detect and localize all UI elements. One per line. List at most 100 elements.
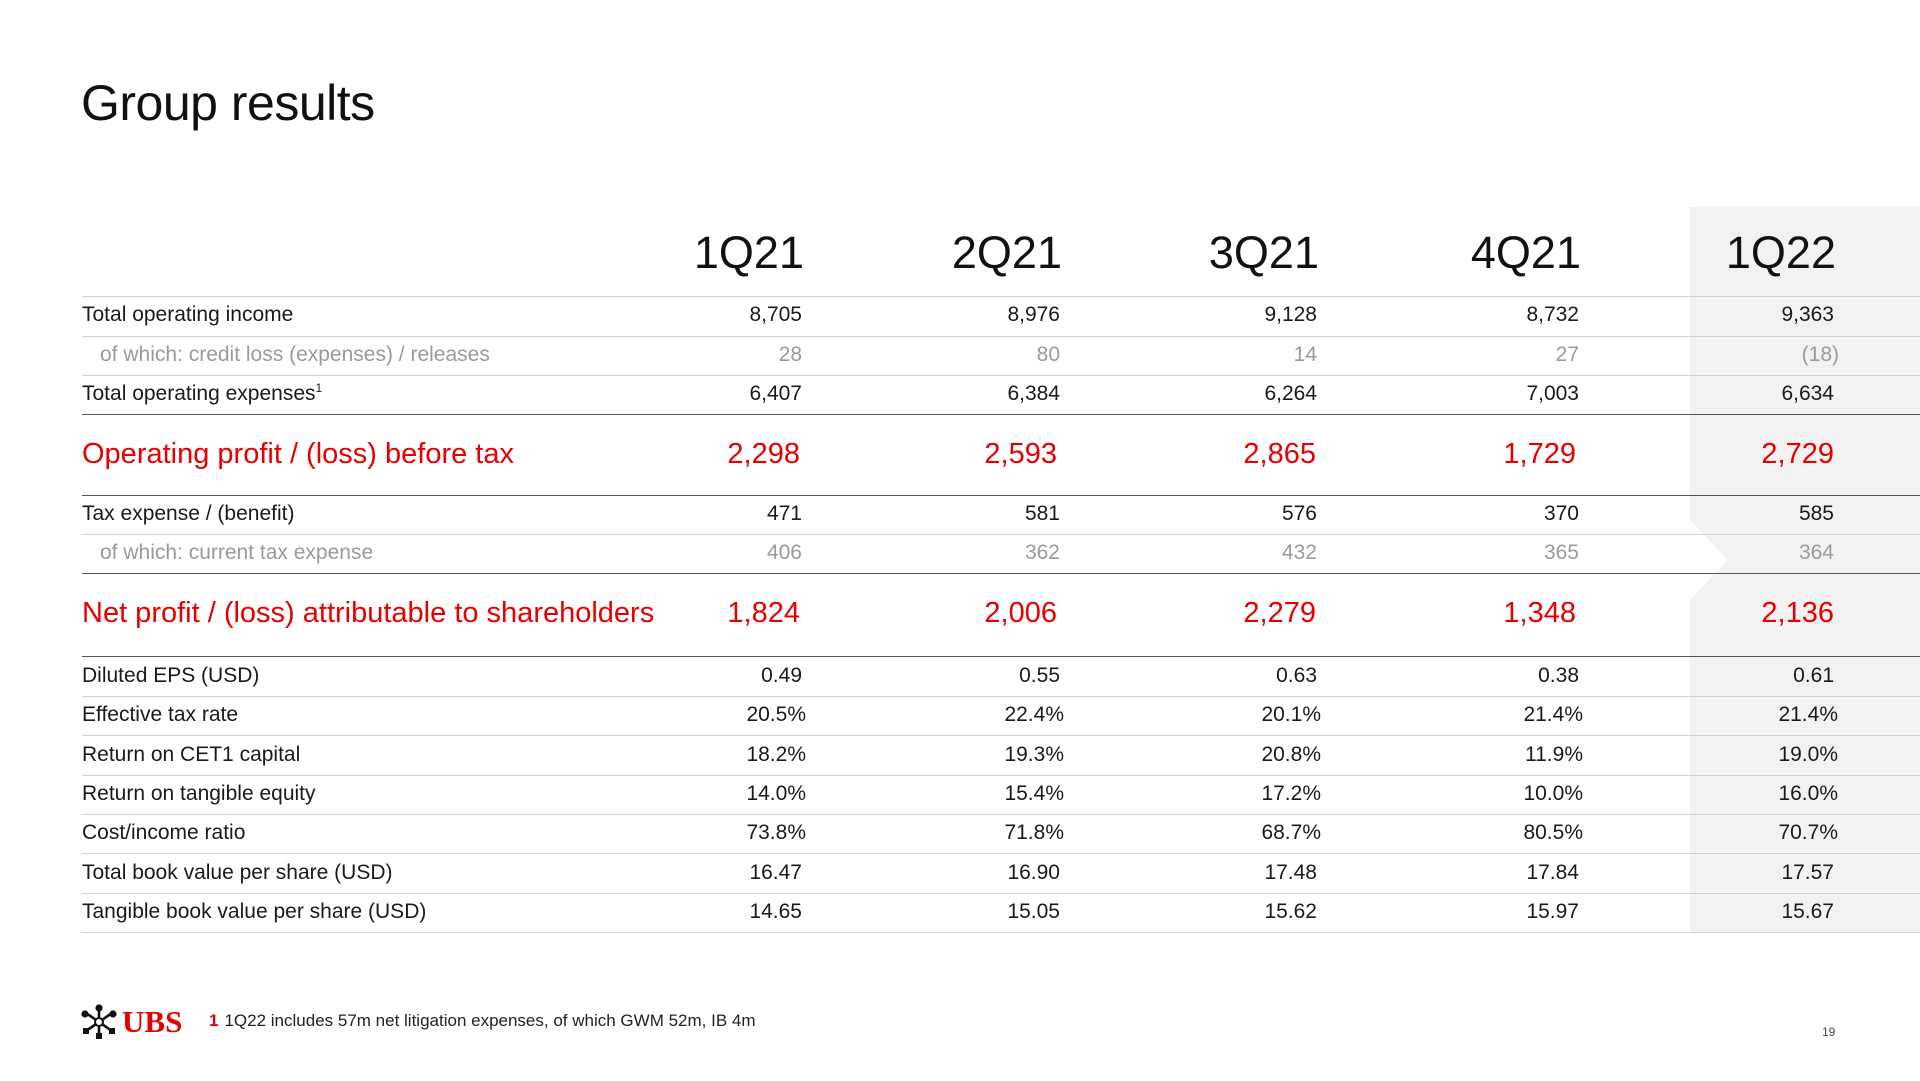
cell-value: 1,348 — [1503, 597, 1576, 629]
cell-value: 28 — [778, 343, 802, 366]
cell-value: 7,003 — [1526, 382, 1579, 405]
cell-value: 362 — [1024, 541, 1060, 564]
cell-value: 0.38 — [1538, 664, 1579, 687]
row-rule — [82, 814, 1920, 815]
cell-value: 70.7% — [1778, 821, 1838, 844]
cell-value: 20.1% — [1261, 703, 1321, 726]
cell-value: 17.48 — [1264, 861, 1317, 884]
cell-value: 21.4% — [1523, 703, 1583, 726]
cell-value: 80 — [1036, 343, 1060, 366]
cell-value: 16.0% — [1778, 782, 1838, 805]
cell-value: 2,593 — [984, 438, 1057, 470]
row-rule — [82, 375, 1920, 376]
cell-value: 6,634 — [1781, 382, 1834, 405]
column-header-2q21: 2Q21 — [951, 227, 1062, 278]
page-number: 19 — [1822, 1025, 1836, 1039]
row-rule — [82, 735, 1920, 736]
footnote-marker: 1 — [315, 381, 323, 395]
cell-value: 19.0% — [1778, 743, 1838, 766]
row-label: Total operating expenses1 — [82, 382, 322, 406]
cell-value: 2,729 — [1761, 438, 1834, 470]
cell-value: 0.63 — [1276, 664, 1317, 687]
column-header-3q21: 3Q21 — [1208, 227, 1319, 278]
cell-value: 8,705 — [749, 303, 802, 326]
row-label: of which: current tax expense — [100, 541, 374, 564]
cell-value: 576 — [1281, 502, 1317, 525]
cell-value: 17.57 — [1781, 861, 1834, 884]
column-header-4q21: 4Q21 — [1470, 227, 1581, 278]
row-rule — [82, 853, 1920, 854]
cell-value: 9,128 — [1264, 303, 1317, 326]
cell-value: 8,732 — [1526, 303, 1579, 326]
cell-value: 6,264 — [1264, 382, 1317, 405]
footnote-text: 1Q22 includes 57m net litigation expense… — [224, 1011, 756, 1030]
section-rule — [82, 495, 1920, 496]
row-label: Operating profit / (loss) before tax — [82, 438, 514, 470]
cell-value: 0.49 — [761, 664, 802, 687]
cell-value: 14.65 — [749, 900, 802, 923]
cell-value: 6,384 — [1007, 382, 1060, 405]
page-title: Group results — [81, 75, 375, 131]
row-rule — [82, 775, 1920, 776]
cell-value: 364 — [1798, 541, 1834, 564]
row-label: Total book value per share (USD) — [82, 861, 393, 884]
cell-value: 15.62 — [1264, 900, 1317, 923]
cell-value: 20.8% — [1261, 743, 1321, 766]
row-label: of which: credit loss (expenses) / relea… — [100, 343, 490, 366]
cell-value: 6,407 — [749, 382, 802, 405]
cell-value: 11.9% — [1525, 743, 1583, 766]
footnote: 1 1Q22 includes 57m net litigation expens… — [209, 1011, 756, 1031]
cell-value: 1,824 — [727, 597, 800, 629]
cell-value: 21.4% — [1778, 703, 1838, 726]
column-header-1q22: 1Q22 — [1725, 227, 1836, 278]
cell-value: 10.0% — [1523, 782, 1583, 805]
row-rule — [82, 534, 1920, 535]
cell-value: 432 — [1281, 541, 1317, 564]
row-label-text: Total operating expenses — [82, 382, 316, 405]
cell-value: 71.8% — [1004, 821, 1064, 844]
current-quarter-highlight — [1690, 207, 1920, 933]
cell-value: 2,298 — [727, 438, 800, 470]
row-rule — [82, 336, 1920, 337]
cell-value: 15.97 — [1526, 900, 1579, 923]
row-label: Tax expense / (benefit) — [82, 502, 295, 525]
row-rule — [82, 296, 1920, 297]
cell-value: 14.0% — [746, 782, 806, 805]
cell-value: 8,976 — [1007, 303, 1060, 326]
cell-value: 19.3% — [1004, 743, 1064, 766]
cell-value: 9,363 — [1781, 303, 1834, 326]
row-label: Cost/income ratio — [82, 821, 246, 844]
cell-value: 15.05 — [1007, 900, 1060, 923]
row-rule — [82, 696, 1920, 697]
row-label: Diluted EPS (USD) — [82, 664, 260, 687]
cell-value: 2,279 — [1243, 597, 1316, 629]
cell-value: 370 — [1543, 502, 1579, 525]
row-label: Tangible book value per share (USD) — [82, 900, 427, 923]
cell-value: 2,136 — [1761, 597, 1834, 629]
cell-value: 2,865 — [1243, 438, 1316, 470]
cell-value: 585 — [1798, 502, 1834, 525]
cell-value: 14 — [1293, 343, 1317, 366]
cell-value: 406 — [766, 541, 802, 564]
section-rule — [82, 414, 1920, 415]
cell-value: 80.5% — [1523, 821, 1583, 844]
row-label: Net profit / (loss) attributable to shar… — [82, 597, 655, 629]
cell-value: 16.47 — [749, 861, 802, 884]
row-label: Total operating income — [82, 303, 294, 326]
cell-value: 365 — [1543, 541, 1579, 564]
cell-value: 20.5% — [746, 703, 806, 726]
cell-value: 15.4% — [1004, 782, 1064, 805]
ubs-logo: UBS — [80, 1002, 182, 1042]
cell-value: 581 — [1024, 502, 1060, 525]
cell-value: 2,006 — [984, 597, 1057, 629]
footnote-number: 1 — [209, 1011, 219, 1030]
cell-value: 15.67 — [1781, 900, 1834, 923]
cell-value: 18.2% — [746, 743, 806, 766]
cell-value: 27 — [1555, 343, 1579, 366]
cell-value: 22.4% — [1004, 703, 1064, 726]
cell-value: 0.55 — [1019, 664, 1060, 687]
section-rule — [82, 573, 1920, 574]
row-label: Return on tangible equity — [82, 782, 316, 805]
cell-value: 0.61 — [1793, 664, 1834, 687]
row-label: Return on CET1 capital — [82, 743, 301, 766]
